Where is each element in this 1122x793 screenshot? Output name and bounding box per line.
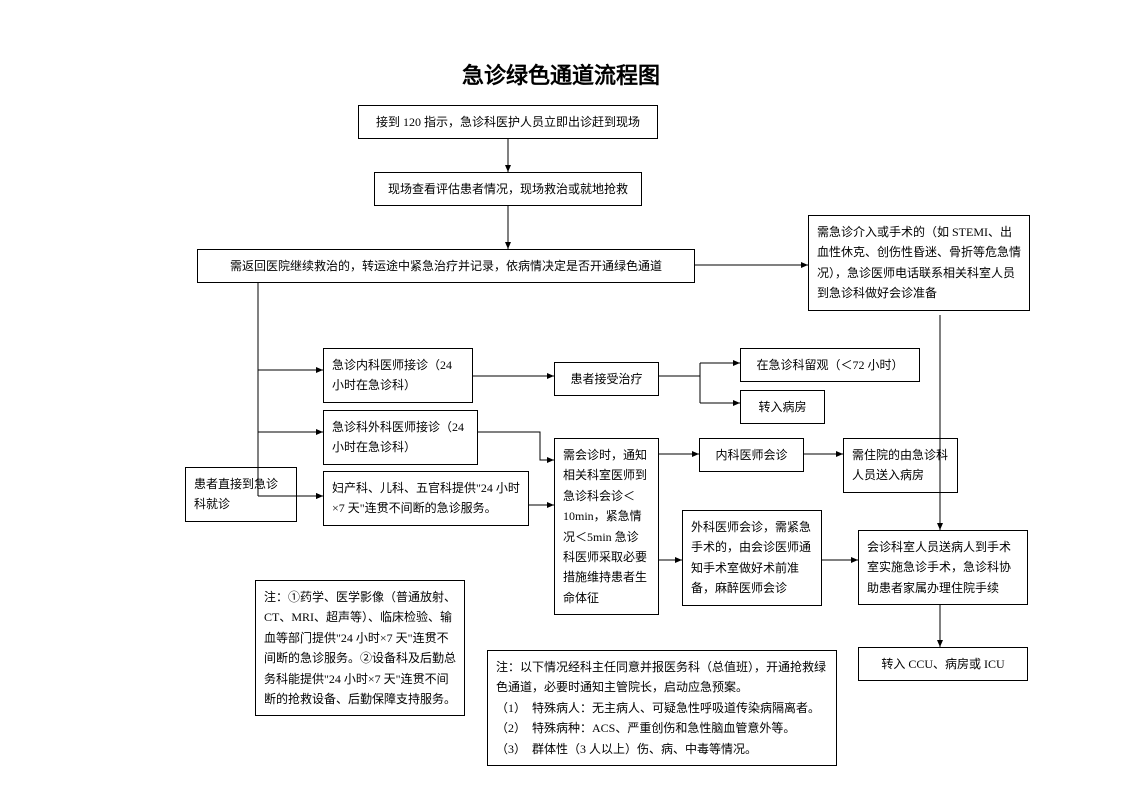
node-n17: 转入 CCU、病房或 ICU [858, 647, 1028, 681]
node-n11: 转入病房 [740, 390, 825, 424]
node-n8: 妇产科、儿科、五官科提供"24 小时×7 天"连贯不间断的急诊服务。 [323, 471, 529, 526]
note-2: 注：以下情况经科主任同意并报医务科（总值班），开通抢救绿色通道，必要时通知主管院… [487, 650, 837, 766]
node-n12: 需会诊时，通知相关科室医师到急诊科会诊＜10min，紧急情况＜5min 急诊科医… [554, 438, 659, 615]
note-1: 注：①药学、医学影像（普通放射、CT、MRI、超声等）、临床检验、输血等部门提供… [255, 580, 465, 716]
node-n3: 需返回医院继续救治的，转运途中紧急治疗并记录，依病情决定是否开通绿色通道 [197, 249, 695, 283]
node-n6: 急诊内科医师接诊（24 小时在急诊科） [323, 348, 473, 403]
note2-item-1: （1） 特殊病人：无主病人、可疑急性呼吸道传染病隔离者。 [496, 698, 828, 718]
node-n1: 接到 120 指示，急诊科医护人员立即出诊赶到现场 [358, 105, 658, 139]
node-n9: 患者接受治疗 [554, 362, 659, 396]
node-n2: 现场查看评估患者情况，现场救治或就地抢救 [374, 172, 642, 206]
note2-item-2: （2） 特殊病种：ACS、严重创伤和急性脑血管意外等。 [496, 718, 828, 738]
node-n7: 急诊科外科医师接诊（24 小时在急诊科） [323, 410, 478, 465]
node-n4: 需急诊介入或手术的（如 STEMI、出血性休克、创伤性昏迷、骨折等危急情况），急… [808, 215, 1030, 311]
note2-item-3: （3） 群体性（3 人以上）伤、病、中毒等情况。 [496, 739, 828, 759]
page-title: 急诊绿色通道流程图 [0, 58, 1122, 90]
note2-header: 注：以下情况经科主任同意并报医务科（总值班），开通抢救绿色通道，必要时通知主管院… [496, 657, 828, 698]
node-n15: 外科医师会诊，需紧急手术的，由会诊医师通知手术室做好术前准备，麻醉医师会诊 [682, 510, 822, 606]
node-n5: 患者直接到急诊科就诊 [185, 467, 297, 522]
node-n13: 内科医师会诊 [699, 438, 804, 472]
node-n10: 在急诊科留观（＜72 小时） [740, 348, 920, 382]
node-n16: 会诊科室人员送病人到手术室实施急诊手术，急诊科协助患者家属办理住院手续 [858, 530, 1028, 605]
node-n14: 需住院的由急诊科人员送入病房 [843, 438, 958, 493]
